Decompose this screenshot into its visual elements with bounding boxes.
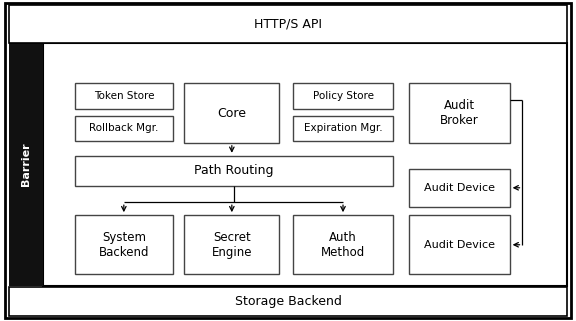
Bar bbox=[409, 169, 510, 207]
Text: Audit Device: Audit Device bbox=[424, 183, 495, 193]
Bar bbox=[75, 83, 173, 109]
Text: Storage Backend: Storage Backend bbox=[234, 295, 342, 308]
Text: System
Backend: System Backend bbox=[98, 231, 149, 259]
Bar bbox=[9, 287, 567, 316]
Bar bbox=[43, 43, 567, 286]
Text: Audit Device: Audit Device bbox=[424, 240, 495, 250]
Text: Expiration Mgr.: Expiration Mgr. bbox=[304, 123, 382, 134]
Text: Policy Store: Policy Store bbox=[313, 91, 373, 101]
Text: Audit
Broker: Audit Broker bbox=[440, 99, 479, 127]
Text: HTTP/S API: HTTP/S API bbox=[254, 18, 322, 31]
Bar bbox=[293, 215, 393, 274]
Bar bbox=[409, 215, 510, 274]
Text: Rollback Mgr.: Rollback Mgr. bbox=[89, 123, 158, 134]
Bar bbox=[293, 83, 393, 109]
Text: Barrier: Barrier bbox=[21, 143, 31, 186]
Bar bbox=[293, 116, 393, 141]
Bar bbox=[409, 83, 510, 143]
Bar bbox=[9, 5, 567, 43]
Bar bbox=[75, 116, 173, 141]
Bar bbox=[75, 156, 393, 186]
Text: Auth
Method: Auth Method bbox=[321, 231, 365, 259]
Text: Path Routing: Path Routing bbox=[194, 164, 274, 178]
Bar bbox=[75, 215, 173, 274]
Text: Core: Core bbox=[217, 107, 247, 120]
Bar bbox=[9, 43, 43, 286]
Text: Secret
Engine: Secret Engine bbox=[211, 231, 252, 259]
Bar bbox=[184, 215, 279, 274]
Bar bbox=[184, 83, 279, 143]
Text: Token Store: Token Store bbox=[93, 91, 154, 101]
